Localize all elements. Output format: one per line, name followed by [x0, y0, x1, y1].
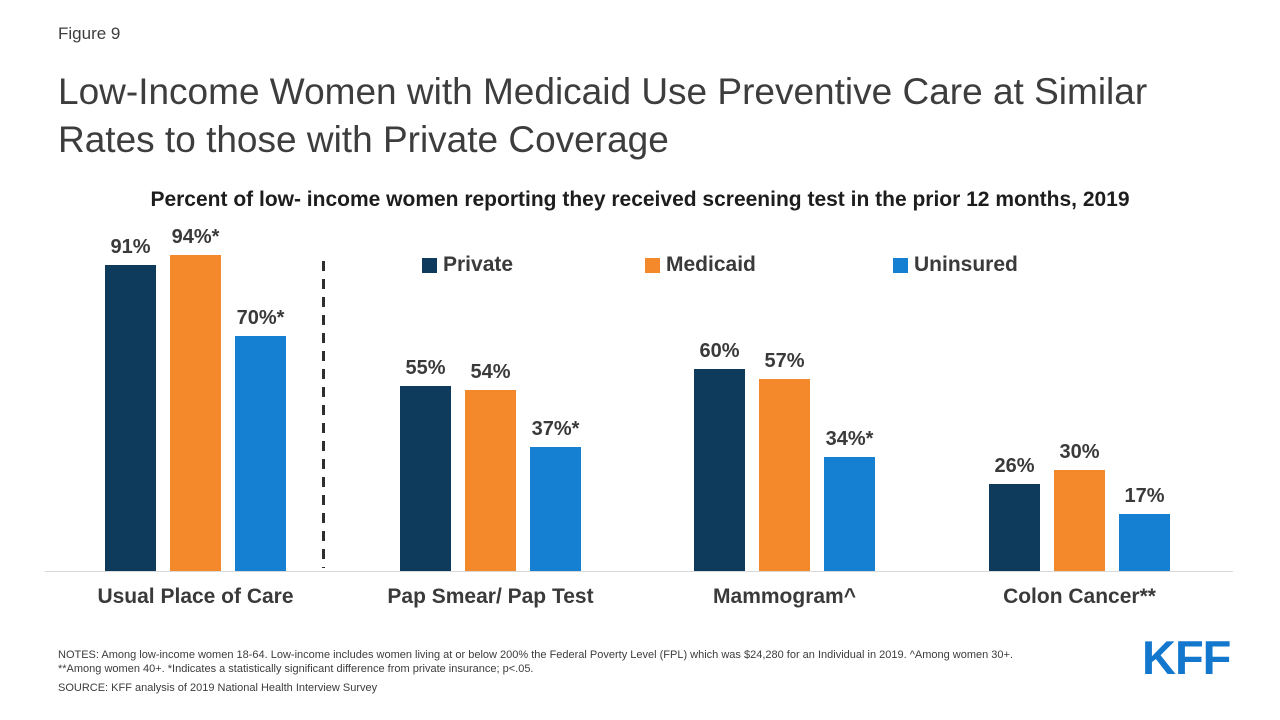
x-axis-category-labels: Usual Place of Care Pap Smear/ Pap Test Ma…: [40, 585, 1240, 613]
bar-value-label-uninsured-pap-smear-pap-test: 37%*: [531, 418, 580, 440]
bar-value-label-private-usual-place-of-care: 91%: [110, 236, 151, 258]
x-axis-baseline: [45, 571, 1233, 572]
bar-medicaid-usual-place-of-care: [170, 255, 221, 571]
legend-swatch-medicaid: [645, 257, 660, 273]
kff-logo: KFF: [1142, 631, 1231, 684]
dashed-separator-line: [322, 261, 325, 568]
bar-value-label-uninsured-mammogram: 34%*: [825, 428, 874, 450]
bar-private-mammogram: [694, 369, 745, 571]
bar-value-label-medicaid-usual-place-of-care: 94%*: [171, 226, 220, 248]
bar-chart-plot-area: 91% 94%* 70%* 55% 54% 37%* 60% 57% 34%* 26% 30% 17%: [40, 226, 1240, 572]
bar-value-label-private-mammogram: 60%: [699, 340, 740, 362]
bar-value-label-medicaid-pap-smear-pap-test: 54%: [470, 361, 511, 383]
bar-medicaid-mammogram: [759, 379, 810, 571]
chart-subtitle: Percent of low- income women reporting t…: [150, 188, 1130, 211]
bar-private-pap-smear-pap-test: [400, 386, 451, 571]
bar-uninsured-pap-smear-pap-test: [530, 447, 581, 571]
bar-value-label-uninsured-colon-cancer: 17%: [1124, 485, 1165, 507]
bar-value-label-uninsured-usual-place-of-care: 70%*: [236, 307, 285, 329]
x-axis-label-colon-cancer: Colon Cancer**: [1003, 585, 1156, 608]
legend-item-medicaid: Medicaid: [645, 252, 756, 278]
figure-number-label: Figure 9: [58, 24, 121, 43]
legend-item-private: Private: [422, 252, 513, 278]
legend-label-medicaid: Medicaid: [666, 253, 756, 276]
bar-value-label-medicaid-colon-cancer: 30%: [1059, 441, 1100, 463]
bar-medicaid-pap-smear-pap-test: [465, 390, 516, 571]
source-line: SOURCE: KFF analysis of 2019 National He…: [58, 682, 378, 694]
bar-uninsured-mammogram: [824, 457, 875, 571]
bar-uninsured-colon-cancer: [1119, 514, 1170, 571]
legend-item-uninsured: Uninsured: [893, 252, 1018, 278]
bar-private-colon-cancer: [989, 484, 1040, 571]
x-axis-label-pap-smear-pap-test: Pap Smear/ Pap Test: [387, 585, 594, 608]
footnotes: NOTES: Among low-income women 18-64. Low…: [58, 648, 1128, 695]
bar-uninsured-usual-place-of-care: [235, 336, 286, 571]
bar-medicaid-colon-cancer: [1054, 470, 1105, 571]
legend-swatch-uninsured: [893, 257, 908, 273]
bar-private-usual-place-of-care: [105, 265, 156, 571]
x-axis-label-mammogram: Mammogram^: [713, 585, 856, 608]
x-axis-label-usual-place-of-care: Usual Place of Care: [97, 585, 294, 608]
legend-label-uninsured: Uninsured: [914, 253, 1018, 276]
chart-legend: Private Medicaid Uninsured: [0, 252, 1280, 278]
legend-swatch-private: [422, 257, 437, 273]
bar-value-label-private-colon-cancer: 26%: [994, 455, 1035, 477]
chart-title: Low-Income Women with Medicaid Use Preve…: [58, 71, 1148, 160]
legend-label-private: Private: [443, 253, 514, 276]
bar-value-label-private-pap-smear-pap-test: 55%: [405, 357, 446, 379]
notes-line-2: **Among women 40+. *Indicates a statisti…: [58, 663, 534, 675]
bar-value-label-medicaid-mammogram: 57%: [764, 350, 805, 372]
notes-line-1: NOTES: Among low-income women 18-64. Low…: [58, 649, 1014, 661]
